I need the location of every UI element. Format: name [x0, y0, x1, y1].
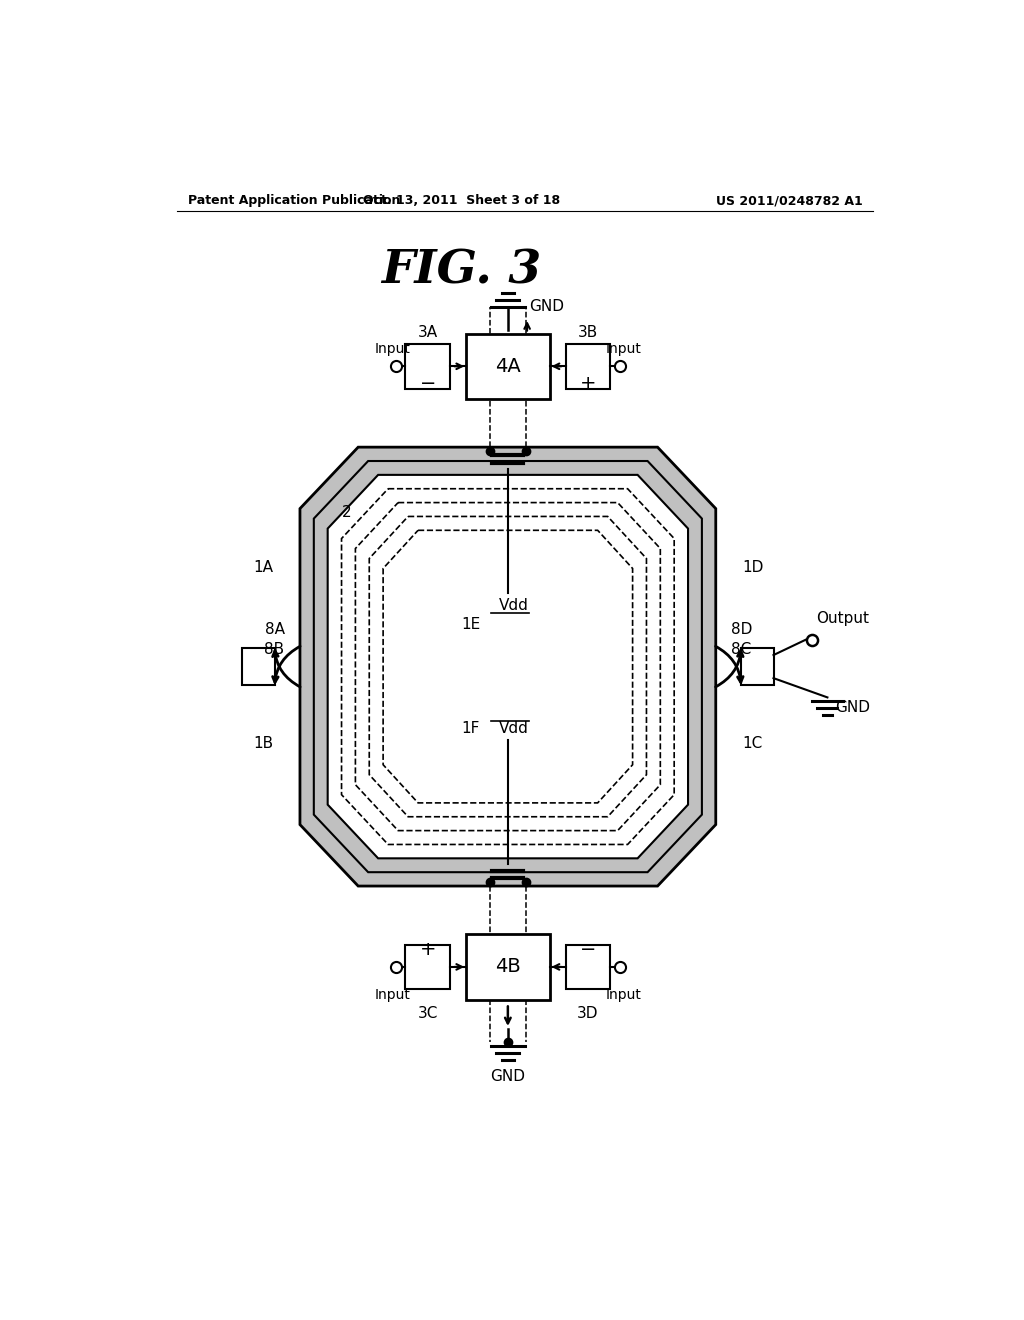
Text: Input: Input [605, 989, 641, 1002]
Polygon shape [300, 447, 716, 886]
Text: Patent Application Publication: Patent Application Publication [188, 194, 400, 207]
Bar [406, 345, 451, 388]
Bar [466, 935, 550, 999]
Text: GND: GND [836, 700, 870, 715]
Text: −: − [420, 374, 436, 393]
Text: 3C: 3C [418, 1006, 438, 1022]
Bar [466, 334, 550, 399]
Bar [565, 345, 610, 388]
Text: 8D: 8D [731, 622, 753, 638]
Bar [741, 648, 773, 685]
Text: 3A: 3A [418, 325, 438, 339]
Text: 4A: 4A [495, 356, 521, 376]
Text: 3B: 3B [578, 325, 598, 339]
Text: Vdd: Vdd [499, 598, 529, 612]
Text: Input: Input [605, 342, 641, 355]
Text: FIG. 3: FIG. 3 [382, 247, 542, 293]
Text: 2: 2 [342, 506, 352, 520]
Text: Vdd: Vdd [499, 721, 529, 735]
Text: +: + [420, 940, 436, 960]
Text: GND: GND [528, 300, 563, 314]
Text: Output: Output [816, 611, 868, 626]
Polygon shape [300, 447, 716, 886]
Text: 8B: 8B [264, 642, 285, 657]
Text: +: + [580, 374, 596, 393]
Text: Oct. 13, 2011  Sheet 3 of 18: Oct. 13, 2011 Sheet 3 of 18 [364, 194, 560, 207]
Text: GND: GND [490, 1069, 525, 1084]
Bar [243, 648, 274, 685]
Text: US 2011/0248782 A1: US 2011/0248782 A1 [716, 194, 862, 207]
Text: −: − [580, 940, 596, 960]
Text: Input: Input [375, 342, 411, 355]
Text: 1D: 1D [742, 561, 764, 576]
Text: 8A: 8A [264, 622, 285, 638]
Text: Input: Input [375, 989, 411, 1002]
Text: 8C: 8C [731, 642, 752, 657]
Text: 3D: 3D [578, 1006, 599, 1022]
Text: 1B: 1B [253, 737, 273, 751]
Polygon shape [328, 475, 688, 858]
Text: 1A: 1A [253, 561, 273, 576]
Text: 1C: 1C [742, 737, 763, 751]
Text: 1E: 1E [462, 616, 481, 632]
Bar [565, 945, 610, 989]
Text: 4B: 4B [495, 957, 521, 977]
Text: 1F: 1F [462, 721, 480, 735]
Bar [406, 945, 451, 989]
